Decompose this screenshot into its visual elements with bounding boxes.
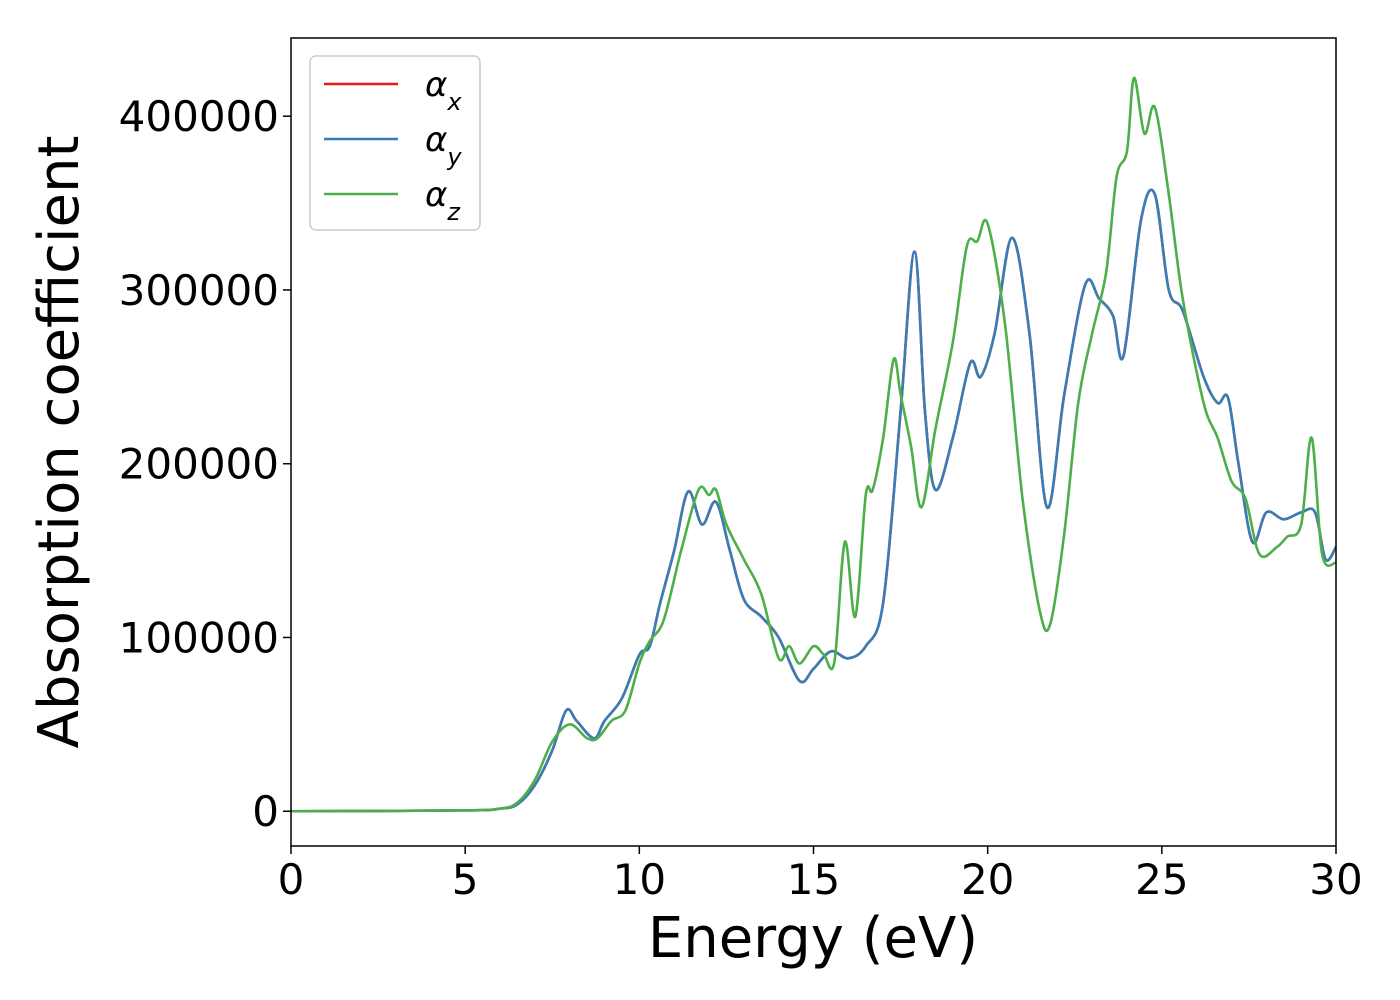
x-tick-label: 5 xyxy=(452,855,479,904)
y-tick-label: 400000 xyxy=(119,92,279,141)
y-tick-label: 300000 xyxy=(119,266,279,315)
series-line-alpha-y xyxy=(291,188,1336,813)
legend-label-alpha-x: αx xyxy=(425,65,462,116)
y-tick-label: 100000 xyxy=(119,613,279,662)
x-tick-label: 15 xyxy=(787,855,840,904)
y-tick-label: 200000 xyxy=(119,440,279,489)
x-tick-label: 30 xyxy=(1309,855,1362,904)
series-line-alpha-z xyxy=(291,76,1336,813)
series-layer xyxy=(291,76,1336,813)
x-tick-label: 0 xyxy=(278,855,305,904)
x-axis-title: Energy (eV) xyxy=(648,906,978,971)
y-axis-title: Absorption coefficient xyxy=(27,136,92,749)
legend-label-alpha-y: αy xyxy=(425,120,462,171)
x-tick-label: 20 xyxy=(961,855,1014,904)
x-axis-ticks: 0 5 10 15 20 25 30 xyxy=(278,846,1363,904)
y-axis-ticks: 0 100000 200000 300000 400000 xyxy=(119,92,291,836)
x-tick-label: 10 xyxy=(613,855,666,904)
legend-label-alpha-z: αz xyxy=(425,175,461,226)
x-tick-label: 25 xyxy=(1135,855,1188,904)
legend-box xyxy=(309,55,481,231)
y-tick-label: 0 xyxy=(252,787,279,836)
